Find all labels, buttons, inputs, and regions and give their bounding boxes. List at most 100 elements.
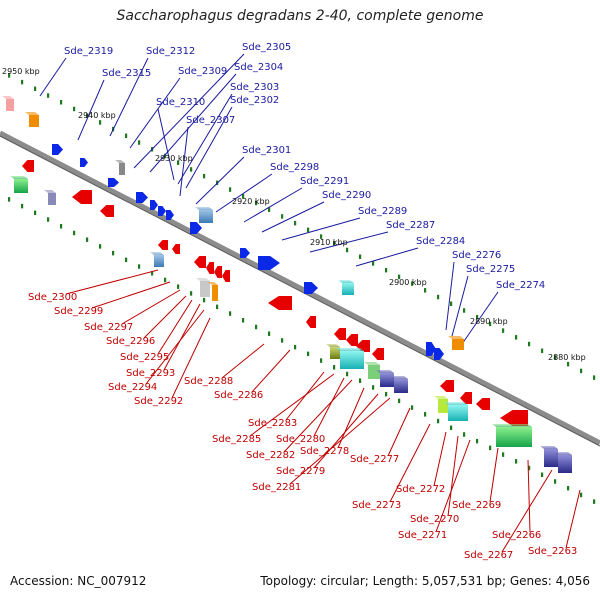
- gene-label-sde-2291[interactable]: Sde_2291: [300, 176, 349, 187]
- gene-label-sde-2310[interactable]: Sde_2310: [156, 97, 205, 108]
- gene-box: [200, 281, 210, 297]
- map-title: Saccharophagus degradans 2-40, complete …: [116, 8, 484, 24]
- tick-mark: [359, 254, 362, 259]
- gene-labels: Sde_2319 Sde_2312 Sde_2315 Sde_2309 Sde_2305…: [28, 42, 577, 561]
- gene-label-sde-2269[interactable]: Sde_2269: [452, 500, 501, 511]
- gene-label-sde-2290[interactable]: Sde_2290: [322, 190, 371, 201]
- tick-mark: [177, 160, 180, 165]
- tick-mark: [333, 241, 336, 246]
- gene-label-sde-2294[interactable]: Sde_2294: [108, 382, 157, 393]
- genome-backbone: [0, 130, 600, 446]
- gene-label-sde-2277[interactable]: Sde_2277: [350, 454, 399, 465]
- gene-arrow: [346, 334, 358, 346]
- leader-line: [171, 317, 211, 399]
- gene-box-top: [338, 280, 354, 283]
- gene-label-sde-2284[interactable]: Sde_2284: [416, 236, 465, 247]
- gene-arrow: [240, 248, 250, 258]
- leader-line: [143, 295, 187, 339]
- gene-label-sde-2282[interactable]: Sde_2282: [246, 450, 295, 461]
- tick-mark: [164, 153, 167, 159]
- gene-features: [2, 96, 572, 473]
- gene-label-sde-2292[interactable]: Sde_2292: [134, 396, 183, 407]
- gene-box: [544, 449, 558, 467]
- tick-mark: [502, 328, 505, 333]
- gene-arrow: [52, 144, 63, 155]
- gene-label-sde-2270[interactable]: Sde_2270: [410, 514, 459, 525]
- gene-label-sde-2296[interactable]: Sde_2296: [106, 336, 155, 347]
- gene-label-sde-2286[interactable]: Sde_2286: [214, 390, 263, 401]
- gene-label-sde-2303[interactable]: Sde_2303: [230, 82, 279, 93]
- gene-box-top: [150, 252, 164, 255]
- tick-mark: [372, 261, 375, 266]
- gene-box-top: [10, 176, 28, 179]
- gene-box: [212, 285, 218, 301]
- gene-box-top: [2, 96, 14, 99]
- gene-label-sde-2305[interactable]: Sde_2305: [242, 42, 291, 53]
- leader-lines: [39, 53, 581, 553]
- gene-label-sde-2271[interactable]: Sde_2271: [398, 530, 447, 541]
- leader-line: [109, 57, 149, 137]
- gene-label-sde-2276[interactable]: Sde_2276: [452, 250, 501, 261]
- tick-mark: [268, 331, 271, 336]
- kbp-label: 2880 kbp: [548, 353, 586, 362]
- gene-label-sde-2275[interactable]: Sde_2275: [466, 264, 515, 275]
- gene-label-sde-2272[interactable]: Sde_2272: [396, 484, 445, 495]
- kbp-label: 2940 kbp: [78, 111, 116, 120]
- gene-arrow: [258, 256, 280, 270]
- leader-line: [447, 435, 459, 517]
- gene-label-sde-2288[interactable]: Sde_2288: [184, 376, 233, 387]
- gene-label-sde-2281[interactable]: Sde_2281: [252, 482, 301, 493]
- gene-label-sde-2267[interactable]: Sde_2267: [464, 550, 513, 561]
- tick-mark: [411, 281, 414, 286]
- tick-mark: [593, 499, 596, 504]
- gene-label-sde-2285[interactable]: Sde_2285: [212, 434, 261, 445]
- kbp-label: 2930 kbp: [155, 154, 193, 163]
- leader-line: [309, 231, 389, 253]
- gene-label-sde-2283[interactable]: Sde_2283: [248, 418, 297, 429]
- tick-mark: [229, 311, 232, 316]
- gene-label-sde-2307[interactable]: Sde_2307: [186, 115, 235, 126]
- gene-label-sde-2300[interactable]: Sde_2300: [28, 292, 77, 303]
- gene-label-sde-2278[interactable]: Sde_2278: [300, 446, 349, 457]
- gene-label-sde-2319[interactable]: Sde_2319: [64, 46, 113, 57]
- tick-mark: [229, 187, 232, 192]
- gene-label-sde-2293[interactable]: Sde_2293: [126, 368, 175, 379]
- gene-label-sde-2315[interactable]: Sde_2315: [102, 68, 151, 79]
- gene-label-sde-2302[interactable]: Sde_2302: [230, 95, 279, 106]
- gene-label-sde-2280[interactable]: Sde_2280: [276, 434, 325, 445]
- leader-line: [179, 126, 189, 197]
- tick-mark: [21, 203, 24, 209]
- leader-line: [249, 373, 335, 437]
- gene-label-sde-2273[interactable]: Sde_2273: [352, 500, 401, 511]
- gene-label-sde-2266[interactable]: Sde_2266: [492, 530, 541, 541]
- gene-label-sde-2309[interactable]: Sde_2309: [178, 66, 227, 77]
- gene-label-sde-2301[interactable]: Sde_2301: [242, 145, 291, 156]
- gene-label-sde-2263[interactable]: Sde_2263: [528, 546, 577, 557]
- gene-label-sde-2299[interactable]: Sde_2299: [54, 306, 103, 317]
- tick-mark: [242, 318, 245, 323]
- tick-mark: [567, 485, 570, 491]
- gene-arrow: [334, 328, 346, 340]
- gene-label-sde-2295[interactable]: Sde_2295: [120, 352, 169, 363]
- gene-label-sde-2298[interactable]: Sde_2298: [270, 162, 319, 173]
- gene-box-top: [448, 336, 464, 339]
- leader-line: [433, 431, 447, 487]
- leader-line: [289, 397, 391, 485]
- gene-label-sde-2289[interactable]: Sde_2289: [358, 206, 407, 217]
- leader-line: [243, 187, 303, 223]
- gene-label-sde-2279[interactable]: Sde_2279: [276, 466, 325, 477]
- tick-mark: [73, 230, 76, 236]
- tick-mark: [125, 257, 128, 263]
- gene-arrow: [100, 205, 114, 217]
- gene-label-sde-2304[interactable]: Sde_2304: [234, 62, 283, 73]
- gene-label-sde-2274[interactable]: Sde_2274: [496, 280, 545, 291]
- gene-box-top: [115, 160, 125, 163]
- tick-mark: [541, 348, 544, 354]
- gene-label-sde-2287[interactable]: Sde_2287: [386, 220, 435, 231]
- gene-label-sde-2312[interactable]: Sde_2312: [146, 46, 195, 57]
- tick-mark: [515, 459, 518, 464]
- leader-line: [215, 173, 273, 213]
- leader-line: [91, 281, 171, 309]
- gene-label-sde-2297[interactable]: Sde_2297: [84, 322, 133, 333]
